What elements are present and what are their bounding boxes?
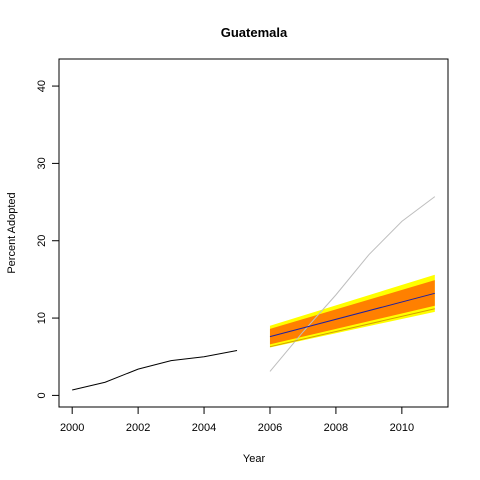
x-axis: 2000 2002 2004 2006 2008 2010 xyxy=(60,406,414,434)
x-tick-label: 2010 xyxy=(390,422,414,434)
y-tick-label: 10 xyxy=(36,312,48,324)
y-tick-label: 30 xyxy=(36,157,48,169)
series-line-1 xyxy=(72,350,238,391)
forecast-bands xyxy=(269,274,435,348)
x-tick-label: 2002 xyxy=(126,422,150,434)
y-tick-label: 40 xyxy=(36,80,48,92)
series-line-4 xyxy=(269,308,435,348)
x-axis-label: Year xyxy=(243,453,266,465)
x-tick-label: 2000 xyxy=(60,422,84,434)
x-tick-label: 2008 xyxy=(324,422,348,434)
y-tick-label: 20 xyxy=(36,235,48,247)
y-axis-label: Percent Adopted xyxy=(6,192,18,273)
y-tick-label: 0 xyxy=(36,392,48,398)
series-line-2 xyxy=(269,196,436,372)
x-tick-label: 2006 xyxy=(258,422,282,434)
chart-title: Guatemala xyxy=(221,25,288,40)
x-tick-label: 2004 xyxy=(192,422,216,434)
forecast-band-2 xyxy=(269,280,435,345)
series-lines xyxy=(72,196,436,391)
series-line-3 xyxy=(269,292,435,338)
y-axis: 0 10 20 30 40 xyxy=(36,80,60,398)
